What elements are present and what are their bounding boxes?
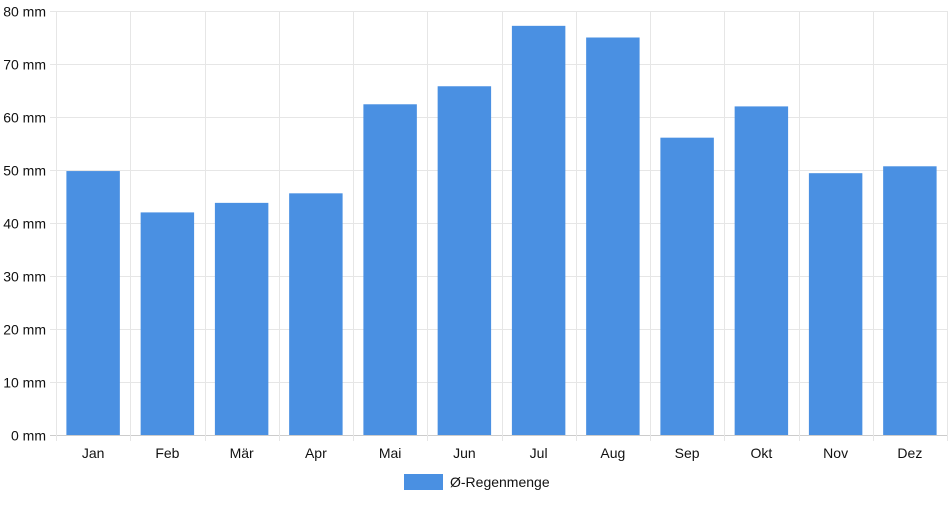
bar-jun[interactable] [437, 86, 492, 435]
bar-apr[interactable] [289, 193, 343, 435]
x-tick-label: Feb [155, 445, 179, 461]
x-tick-label: Sep [675, 445, 700, 461]
bar-feb[interactable] [140, 212, 195, 435]
bar-jul[interactable] [511, 25, 566, 436]
y-tick-label: 30 mm [3, 269, 46, 285]
x-tick-label: Aug [600, 445, 625, 461]
bar-nov[interactable] [808, 173, 863, 435]
bar-okt[interactable] [734, 106, 789, 436]
bar-mär[interactable] [214, 202, 269, 435]
legend-swatch [404, 474, 443, 490]
x-tick-label: Dez [897, 445, 922, 461]
bar-layer [66, 25, 937, 436]
y-tick-label: 40 mm [3, 216, 46, 232]
x-tick-label: Mär [230, 445, 254, 461]
bar-mai[interactable] [363, 104, 417, 435]
x-tick-label: Jul [530, 445, 548, 461]
x-tick-label: Apr [305, 445, 327, 461]
legend[interactable]: Ø-Regenmenge [404, 474, 550, 490]
y-tick-label: 50 mm [3, 163, 46, 179]
y-tick-label: 0 mm [11, 428, 46, 444]
y-tick-label: 20 mm [3, 322, 46, 338]
x-tick-label: Nov [823, 445, 848, 461]
legend-label: Ø-Regenmenge [450, 474, 550, 490]
bar-jan[interactable] [66, 171, 120, 435]
x-tick-label: Okt [750, 445, 772, 461]
y-tick-label: 60 mm [3, 110, 46, 126]
bar-sep[interactable] [660, 137, 714, 436]
x-tick-label: Mai [379, 445, 402, 461]
x-tick-label: Jun [453, 445, 476, 461]
y-tick-label: 80 mm [3, 4, 46, 20]
y-tick-label: 70 mm [3, 57, 46, 73]
bar-aug[interactable] [586, 37, 640, 436]
bar-dez[interactable] [883, 166, 937, 436]
grid-layer [50, 11, 948, 441]
y-tick-label: 10 mm [3, 375, 46, 391]
x-tick-label: Jan [82, 445, 105, 461]
axis-layer: 0 mm 10 mm 20 mm 30 mm 40 mm 50 mm 60 mm 70 mm 8… [3, 4, 922, 462]
